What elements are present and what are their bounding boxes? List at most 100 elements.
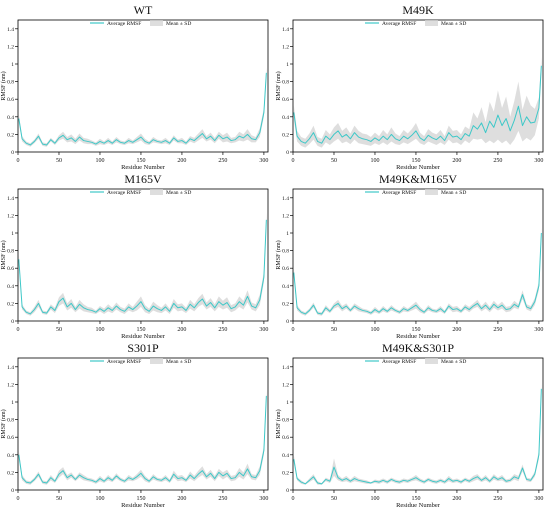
legend-sd-label: Mean ± SD xyxy=(441,190,466,196)
chart-title: M49K xyxy=(402,3,434,17)
chart-title: M49K&M165V xyxy=(379,172,457,186)
y-tick-label: 0 xyxy=(286,488,289,494)
y-axis-label: RMSF (nm) xyxy=(0,240,7,269)
y-tick-label: 0.6 xyxy=(7,266,14,272)
y-tick-label: 0.2 xyxy=(282,470,289,476)
y-tick-label: 0.6 xyxy=(282,266,289,272)
sd-band xyxy=(293,56,542,148)
y-tick-label: 1.2 xyxy=(282,382,289,388)
y-axis-label: RMSF (nm) xyxy=(275,240,282,269)
legend-average-label: Average RMSF xyxy=(382,359,416,365)
y-tick-label: 0.2 xyxy=(282,301,289,307)
y-axis-label: RMSF (nm) xyxy=(275,409,282,438)
x-tick-label: 100 xyxy=(95,327,104,333)
axes-frame xyxy=(17,357,269,491)
axes-frame xyxy=(17,188,269,322)
y-tick-label: 0.8 xyxy=(7,418,14,424)
y-tick-label: 1.2 xyxy=(282,213,289,219)
y-tick-label: 0.4 xyxy=(7,453,14,459)
y-tick-label: 0.8 xyxy=(282,249,289,255)
x-tick-label: 0 xyxy=(17,327,20,333)
legend-band-swatch xyxy=(150,189,163,195)
x-tick-label: 200 xyxy=(452,496,461,502)
x-tick-label: 0 xyxy=(292,158,295,164)
chart-svg: M49K&M165V 0 50 100 150 200 250 300 0 0.2 0.4 0.6 0.… xyxy=(275,172,544,340)
rmsf-line xyxy=(293,388,542,485)
y-tick-label: 0 xyxy=(11,150,14,156)
x-tick-label: 0 xyxy=(17,496,20,502)
x-tick-label: 150 xyxy=(411,496,420,502)
y-tick-label: 1.4 xyxy=(7,27,14,33)
x-tick-label: 250 xyxy=(493,158,502,164)
x-tick-label: 50 xyxy=(331,496,337,502)
y-tick-label: 0.8 xyxy=(282,418,289,424)
x-tick-label: 150 xyxy=(411,327,420,333)
x-tick-label: 200 xyxy=(452,158,461,164)
y-tick-label: 1.4 xyxy=(282,27,289,33)
chart-svg: M49K&S301P 0 50 100 150 200 250 300 0 0.2 0.4 0.6 0.… xyxy=(275,341,544,509)
legend-average-label: Average RMSF xyxy=(107,21,141,27)
y-tick-label: 0.2 xyxy=(282,132,289,138)
legend: Average RMSF Mean ± SD xyxy=(90,189,191,196)
y-axis-label: RMSF (nm) xyxy=(0,409,7,438)
x-axis-label: Residue Number xyxy=(121,164,166,169)
chart-title: WT xyxy=(134,3,153,17)
x-tick-label: 250 xyxy=(218,158,227,164)
x-tick-label: 0 xyxy=(292,327,295,333)
y-tick-label: 1 xyxy=(11,62,14,68)
rmsf-line xyxy=(293,65,542,144)
legend: Average RMSF Mean ± SD xyxy=(90,20,191,27)
x-tick-label: 100 xyxy=(370,496,379,502)
y-tick-label: 0.8 xyxy=(7,80,14,86)
legend: Average RMSF Mean ± SD xyxy=(90,358,191,365)
x-tick-label: 300 xyxy=(534,496,543,502)
y-tick-label: 0.8 xyxy=(7,249,14,255)
x-tick-label: 50 xyxy=(56,158,62,164)
legend: Average RMSF Mean ± SD xyxy=(365,189,466,196)
sd-band xyxy=(293,383,542,485)
rmsf-line xyxy=(293,232,542,315)
rmsf-line xyxy=(18,395,267,484)
chart-svg: M49K 0 50 100 150 200 250 300 0 0.2 0.4 0.6 0.8 1 1.2 1… xyxy=(275,3,543,171)
axes-frame xyxy=(292,188,544,322)
chart-panel: M49K&M165V 0 50 100 150 200 250 300 0 0.2 0.4 0.6 0.… xyxy=(275,169,550,340)
x-axis-label: Residue Number xyxy=(121,502,166,507)
legend-sd-label: Mean ± SD xyxy=(441,21,466,27)
y-tick-label: 0 xyxy=(11,319,14,325)
x-tick-label: 250 xyxy=(218,496,227,502)
y-tick-label: 0.2 xyxy=(7,470,14,476)
x-tick-label: 150 xyxy=(411,158,420,164)
x-tick-label: 250 xyxy=(493,496,502,502)
y-tick-label: 0.2 xyxy=(7,132,14,138)
y-tick-label: 0.8 xyxy=(282,80,289,86)
sd-band xyxy=(18,390,267,485)
legend-sd-label: Mean ± SD xyxy=(166,359,191,365)
legend-band-swatch xyxy=(425,358,438,364)
x-tick-label: 250 xyxy=(218,327,227,333)
chart-title: M165V xyxy=(124,172,162,186)
y-tick-label: 0.6 xyxy=(7,97,14,103)
y-axis-label: RMSF (nm) xyxy=(0,71,7,100)
chart-title: S301P xyxy=(127,341,159,355)
y-tick-label: 0.4 xyxy=(282,453,289,459)
x-tick-label: 200 xyxy=(177,327,186,333)
x-tick-label: 50 xyxy=(56,327,62,333)
chart-panel: M165V 0 50 100 150 200 250 300 0 0.2 0.4 0.6 0.8 1 1.2… xyxy=(0,169,275,340)
legend-average-label: Average RMSF xyxy=(382,190,416,196)
x-axis-label: Residue Number xyxy=(396,164,441,169)
y-tick-label: 1 xyxy=(286,62,289,68)
y-tick-label: 1.4 xyxy=(7,365,14,371)
y-tick-label: 0.6 xyxy=(282,435,289,441)
x-tick-label: 300 xyxy=(259,496,268,502)
x-tick-label: 200 xyxy=(177,158,186,164)
x-tick-label: 300 xyxy=(259,327,268,333)
axes-frame xyxy=(292,357,544,491)
y-axis-label: RMSF (nm) xyxy=(275,71,282,100)
legend-average-label: Average RMSF xyxy=(107,359,141,365)
y-tick-label: 0.4 xyxy=(7,284,14,290)
legend-sd-label: Mean ± SD xyxy=(441,359,466,365)
x-tick-label: 50 xyxy=(331,158,337,164)
x-tick-label: 300 xyxy=(534,158,543,164)
y-tick-label: 0.6 xyxy=(282,97,289,103)
